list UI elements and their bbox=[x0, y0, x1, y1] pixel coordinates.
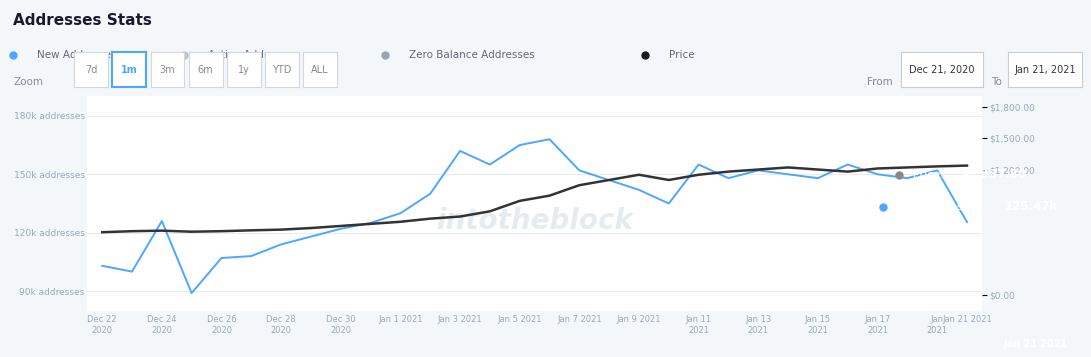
Text: ALL: ALL bbox=[311, 65, 329, 75]
Text: Price: Price bbox=[669, 50, 694, 60]
Text: Zero Balance Addresses: Zero Balance Addresses bbox=[409, 50, 535, 60]
Text: Active Addresses: Active Addresses bbox=[208, 50, 298, 60]
Text: New Addresses:: New Addresses: bbox=[896, 202, 988, 212]
Text: intotheblock: intotheblock bbox=[436, 207, 633, 235]
Text: Jan 21 2021: Jan 21 2021 bbox=[1004, 338, 1068, 349]
Text: YTD: YTD bbox=[273, 65, 291, 75]
Text: Jan 21, 2021: Jan 21, 2021 bbox=[1015, 65, 1076, 75]
Text: 6m: 6m bbox=[197, 65, 214, 75]
Text: New Addresses: New Addresses bbox=[37, 50, 117, 60]
Text: From: From bbox=[867, 77, 894, 87]
Text: $1,237.80: $1,237.80 bbox=[960, 168, 1027, 181]
Text: 1m: 1m bbox=[121, 65, 137, 75]
Text: 125.47k: 125.47k bbox=[1005, 200, 1057, 213]
Text: Zoom: Zoom bbox=[13, 77, 43, 87]
Text: 3m: 3m bbox=[159, 65, 176, 75]
Text: To: To bbox=[991, 77, 1002, 87]
Text: Dec 21, 2020: Dec 21, 2020 bbox=[909, 65, 975, 75]
Text: 1y: 1y bbox=[238, 65, 250, 75]
Text: 7d: 7d bbox=[85, 65, 97, 75]
Text: Addresses Stats: Addresses Stats bbox=[13, 13, 152, 29]
Text: Price:: Price: bbox=[913, 170, 948, 180]
